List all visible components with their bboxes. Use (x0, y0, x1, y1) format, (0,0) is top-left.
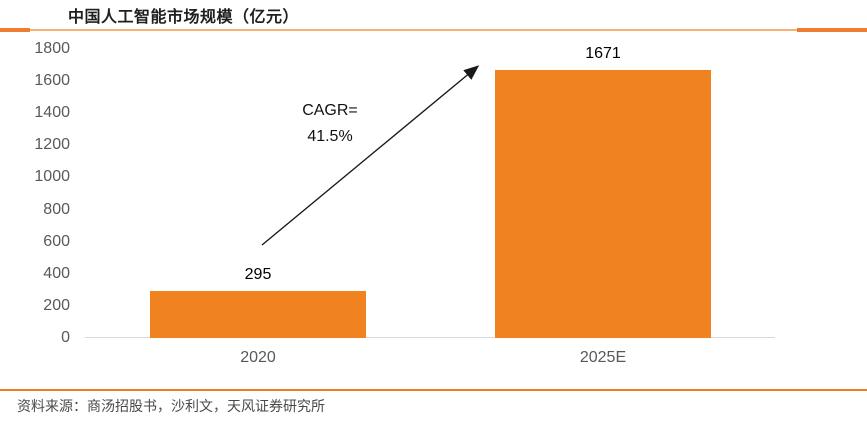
x-axis-category-label: 2025E (579, 349, 627, 366)
cagr-annotation-line: CAGR= (302, 102, 358, 119)
y-axis-tick-label: 1400 (34, 104, 70, 122)
y-axis-tick-label: 1800 (34, 40, 70, 57)
page-title: 中国人工智能市场规模（亿元） (68, 9, 300, 26)
bar-chart: 0 200 400 600 800 1000 1200 1400 1600 1800 295 202… (0, 36, 867, 381)
y-axis-tick-label: 1000 (34, 168, 70, 186)
bar-2020 (150, 291, 366, 338)
x-axis-line (85, 337, 775, 338)
header-rule-accent-right (797, 28, 867, 32)
bar-value-label: 295 (244, 266, 272, 283)
y-axis-tick-label: 0 (61, 329, 70, 346)
y-axis-tick-label: 200 (43, 296, 70, 314)
bar-value-label: 1671 (585, 45, 621, 62)
header-rule (0, 29, 867, 31)
source-note: 资料来源：商汤招股书，沙利文，天风证券研究所 (17, 398, 325, 414)
y-axis-tick-label: 1600 (34, 72, 70, 90)
y-axis-tick-label: 1200 (34, 136, 70, 154)
footer-rule (0, 389, 867, 391)
y-axis-tick-label: 800 (43, 200, 70, 218)
header-rule-accent-left (0, 28, 30, 32)
cagr-annotation-line: 41.5% (307, 128, 353, 145)
y-axis-tick-label: 400 (43, 264, 70, 282)
cagr-annotation: CAGR= 41.5% (283, 98, 377, 150)
x-axis-category-label: 2020 (240, 349, 276, 366)
y-axis-tick-label: 600 (43, 232, 70, 250)
bar-2025E (495, 70, 711, 338)
